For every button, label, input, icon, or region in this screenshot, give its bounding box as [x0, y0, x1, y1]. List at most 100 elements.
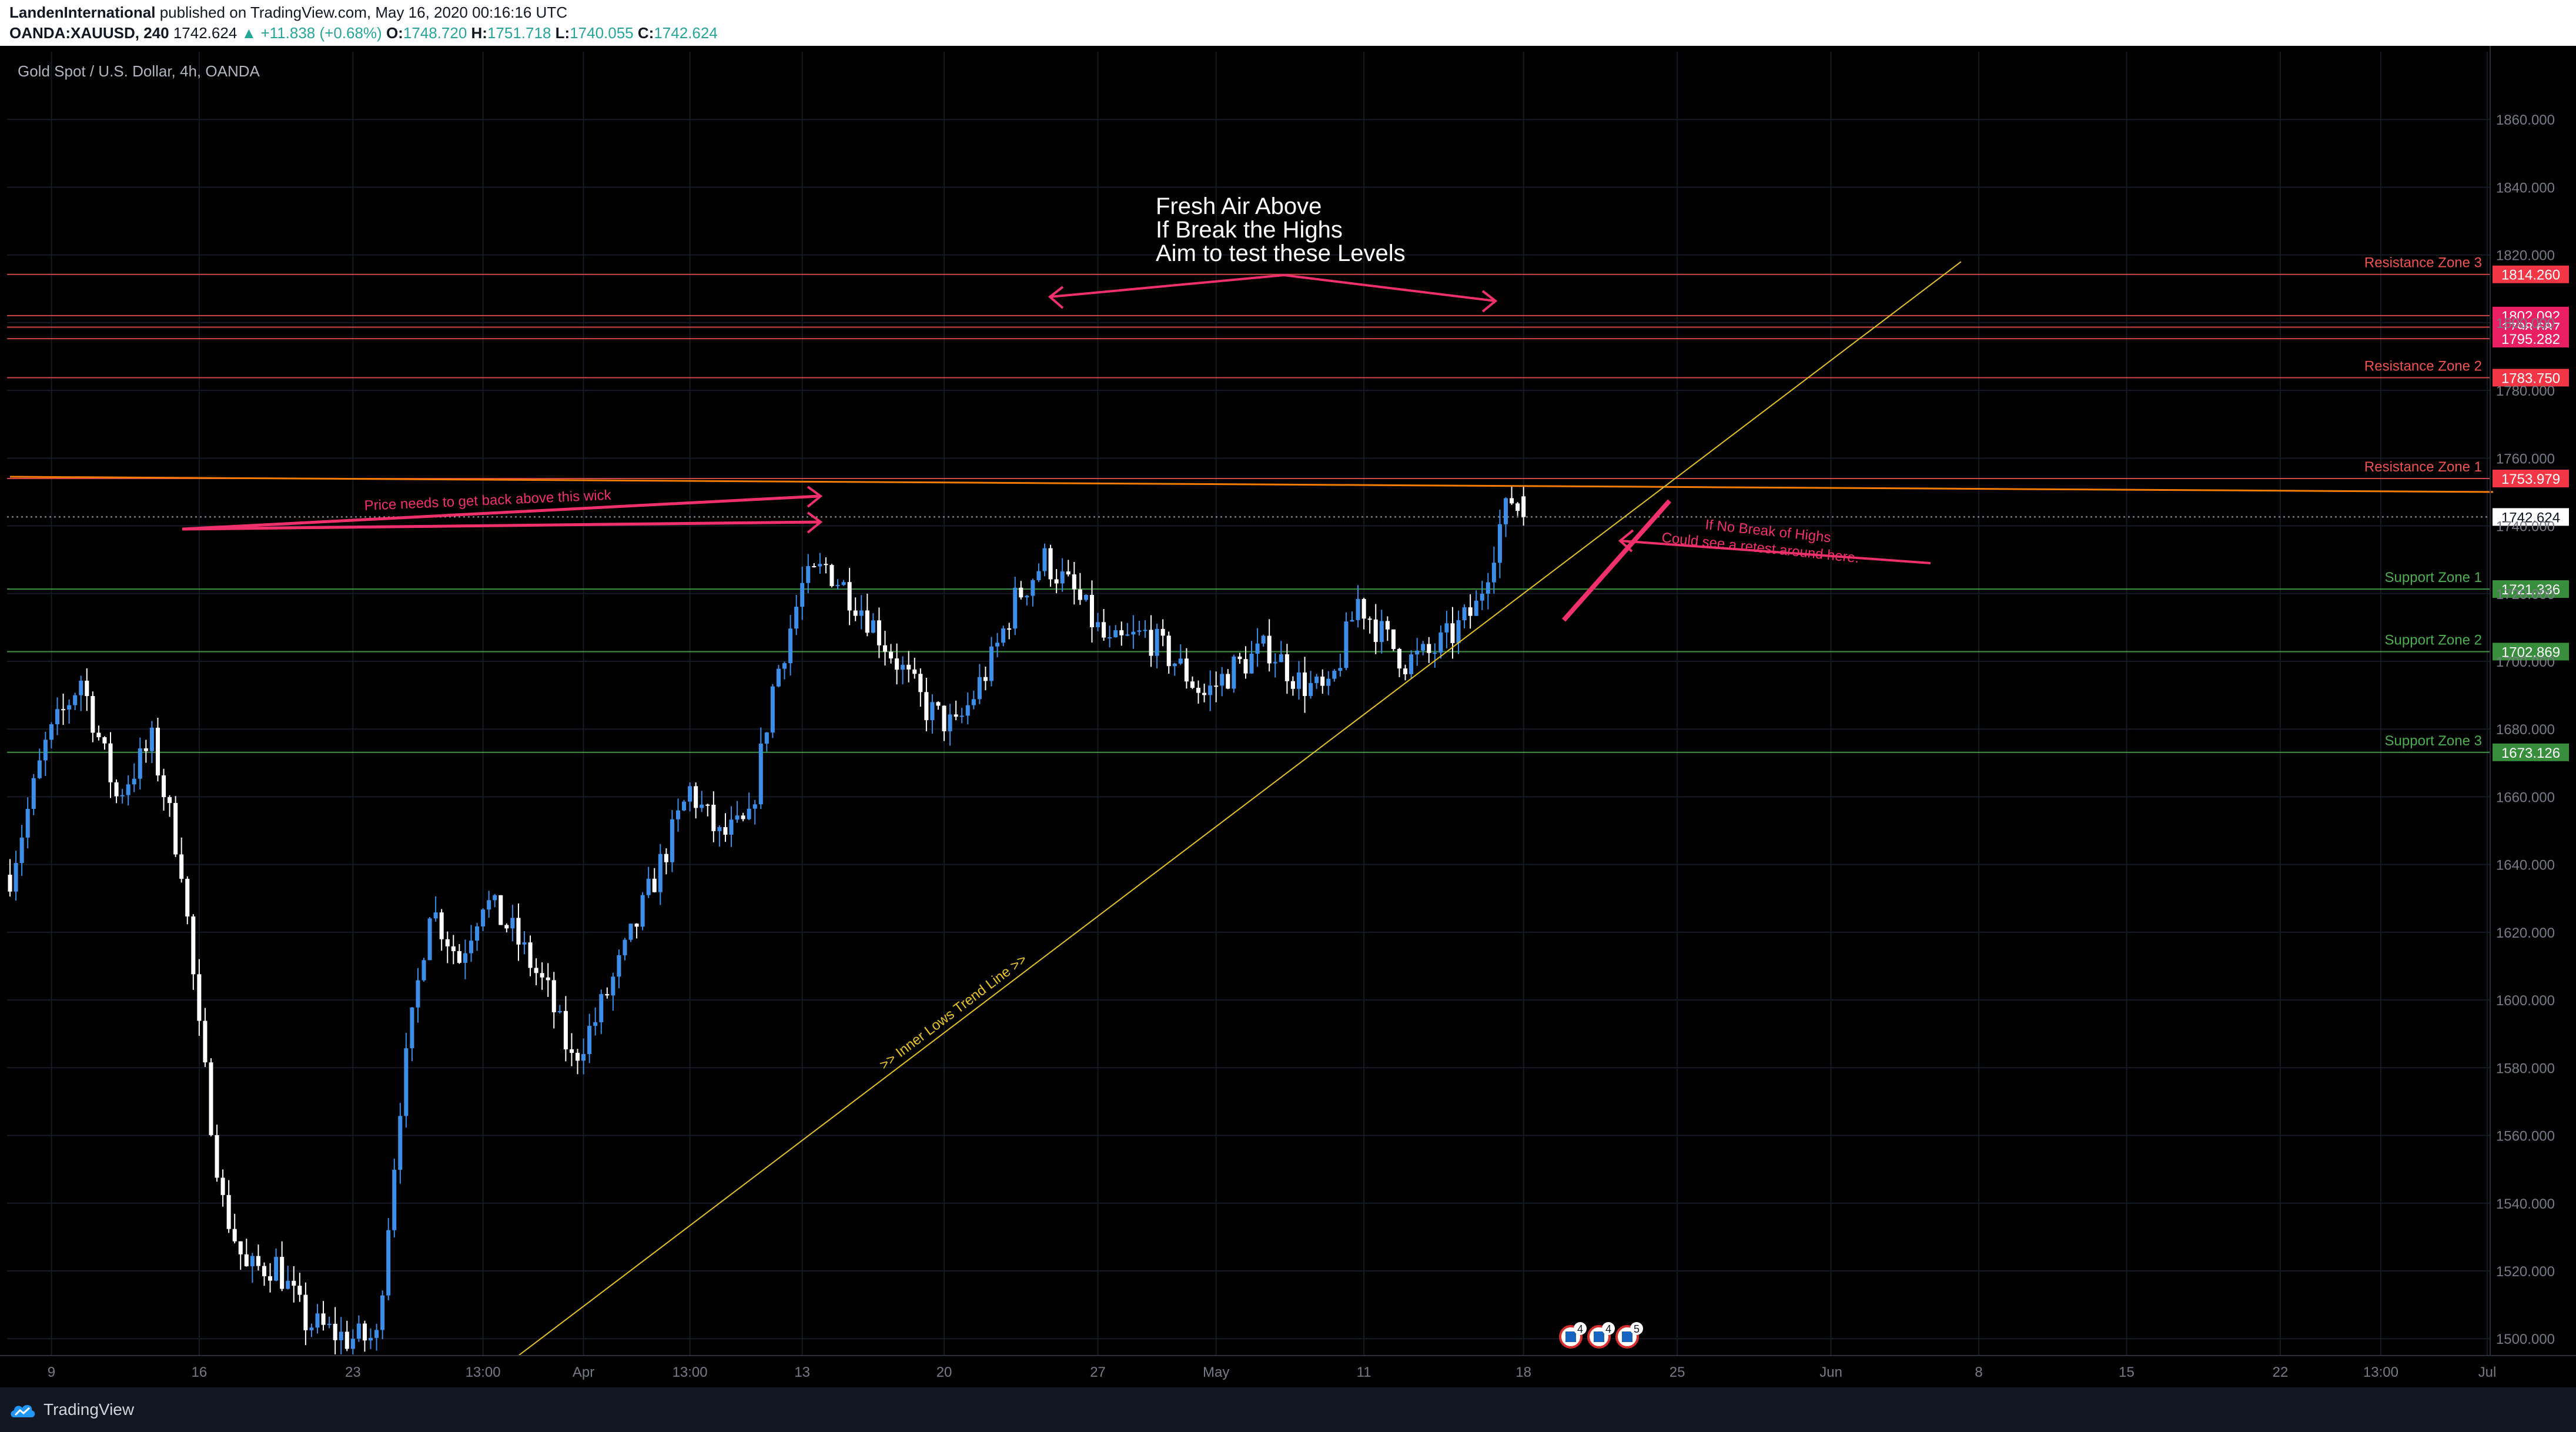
candle-body[interactable]: [670, 819, 674, 862]
candle-body[interactable]: [522, 942, 527, 945]
candle-body[interactable]: [741, 815, 745, 819]
candle-body[interactable]: [794, 607, 799, 629]
candle-body[interactable]: [362, 1323, 367, 1341]
candle-body[interactable]: [1060, 571, 1065, 584]
candle-body[interactable]: [232, 1229, 237, 1242]
candle-body[interactable]: [1078, 589, 1082, 600]
candle-body[interactable]: [173, 802, 178, 855]
candle-body[interactable]: [108, 743, 113, 782]
candle-body[interactable]: [220, 1177, 225, 1195]
candle-body[interactable]: [327, 1323, 332, 1325]
candle-body[interactable]: [149, 727, 154, 751]
candle-body[interactable]: [1184, 658, 1189, 682]
candle-body[interactable]: [1119, 630, 1124, 635]
candle-body[interactable]: [143, 748, 148, 751]
candle-body[interactable]: [1338, 668, 1343, 671]
candle-body[interactable]: [79, 680, 83, 695]
candle-body[interactable]: [1309, 682, 1313, 696]
candle-body[interactable]: [906, 664, 911, 670]
candle-body[interactable]: [587, 1026, 592, 1055]
candle-body[interactable]: [912, 669, 917, 674]
candle-body[interactable]: [168, 797, 172, 803]
candle-body[interactable]: [339, 1331, 343, 1340]
candle-body[interactable]: [280, 1257, 285, 1289]
candle-body[interactable]: [752, 804, 757, 809]
candle-body[interactable]: [1356, 598, 1360, 620]
candle-body[interactable]: [67, 705, 72, 710]
candle-body[interactable]: [776, 668, 781, 687]
candle-body[interactable]: [155, 727, 160, 776]
candle-body[interactable]: [1007, 628, 1012, 630]
candle-body[interactable]: [599, 994, 604, 1022]
candle-body[interactable]: [829, 565, 834, 586]
candle-body[interactable]: [457, 951, 461, 963]
candle-body[interactable]: [841, 582, 846, 585]
candle-body[interactable]: [664, 854, 668, 862]
candle-body[interactable]: [528, 942, 533, 968]
candle-body[interactable]: [540, 973, 544, 978]
candle-body[interactable]: [43, 740, 48, 761]
candle-body[interactable]: [747, 808, 751, 819]
candle-body[interactable]: [824, 564, 828, 566]
candle-body[interactable]: [1072, 574, 1076, 590]
candle-body[interactable]: [835, 585, 840, 587]
candle-body[interactable]: [534, 968, 538, 973]
candle-body[interactable]: [463, 953, 467, 963]
candle-body[interactable]: [1290, 681, 1295, 689]
candle-body[interactable]: [215, 1135, 219, 1178]
candle-body[interactable]: [1143, 630, 1148, 631]
candle-body[interactable]: [1332, 671, 1337, 679]
candle-body[interactable]: [1001, 628, 1006, 643]
candle-body[interactable]: [1096, 622, 1100, 627]
candle-body[interactable]: [764, 732, 769, 744]
candle-body[interactable]: [930, 702, 935, 721]
candle-body[interactable]: [1149, 630, 1153, 656]
candle-body[interactable]: [1042, 548, 1047, 571]
candle-body[interactable]: [292, 1280, 296, 1286]
candle-body[interactable]: [114, 782, 119, 797]
inner-lows-trend-line[interactable]: [518, 261, 1962, 1356]
candle-body[interactable]: [1510, 498, 1514, 504]
candle-body[interactable]: [49, 724, 53, 740]
candle-body[interactable]: [1367, 618, 1372, 620]
author-name[interactable]: LandenInternational: [9, 4, 156, 21]
candle-body[interactable]: [1409, 654, 1414, 674]
candle-body[interactable]: [1089, 594, 1095, 627]
candle-body[interactable]: [469, 941, 474, 953]
candle-body[interactable]: [386, 1230, 391, 1296]
candle-body[interactable]: [924, 692, 929, 721]
candle-body[interactable]: [936, 702, 941, 706]
candle-body[interactable]: [995, 643, 1000, 647]
retest-arrow[interactable]: [1620, 540, 1931, 564]
candle-body[interactable]: [238, 1241, 243, 1254]
candle-body[interactable]: [297, 1286, 302, 1295]
candle-body[interactable]: [1013, 587, 1018, 629]
candle-body[interactable]: [1521, 496, 1526, 517]
candle-body[interactable]: [1303, 672, 1307, 696]
candle-body[interactable]: [19, 837, 24, 864]
candle-body[interactable]: [493, 895, 497, 901]
candles[interactable]: [8, 486, 1526, 1354]
candle-body[interactable]: [1048, 548, 1053, 580]
candle-body[interactable]: [889, 651, 894, 659]
candle-body[interactable]: [37, 760, 42, 778]
candle-body[interactable]: [806, 566, 811, 583]
candle-body[interactable]: [954, 714, 958, 717]
candle-body[interactable]: [268, 1276, 273, 1281]
candle-body[interactable]: [256, 1256, 260, 1266]
candle-body[interactable]: [1083, 594, 1088, 600]
candle-body[interactable]: [1421, 644, 1426, 651]
candle-body[interactable]: [971, 699, 976, 705]
candle-body[interactable]: [333, 1323, 337, 1340]
candle-body[interactable]: [374, 1330, 379, 1338]
candle-body[interactable]: [138, 748, 142, 779]
candle-body[interactable]: [634, 924, 639, 927]
candle-body[interactable]: [1019, 587, 1023, 598]
candle-body[interactable]: [623, 939, 627, 955]
candle-body[interactable]: [85, 680, 89, 697]
candle-body[interactable]: [1237, 656, 1242, 660]
candle-body[interactable]: [1456, 620, 1461, 643]
candle-body[interactable]: [91, 696, 95, 733]
candle-body[interactable]: [274, 1257, 279, 1281]
